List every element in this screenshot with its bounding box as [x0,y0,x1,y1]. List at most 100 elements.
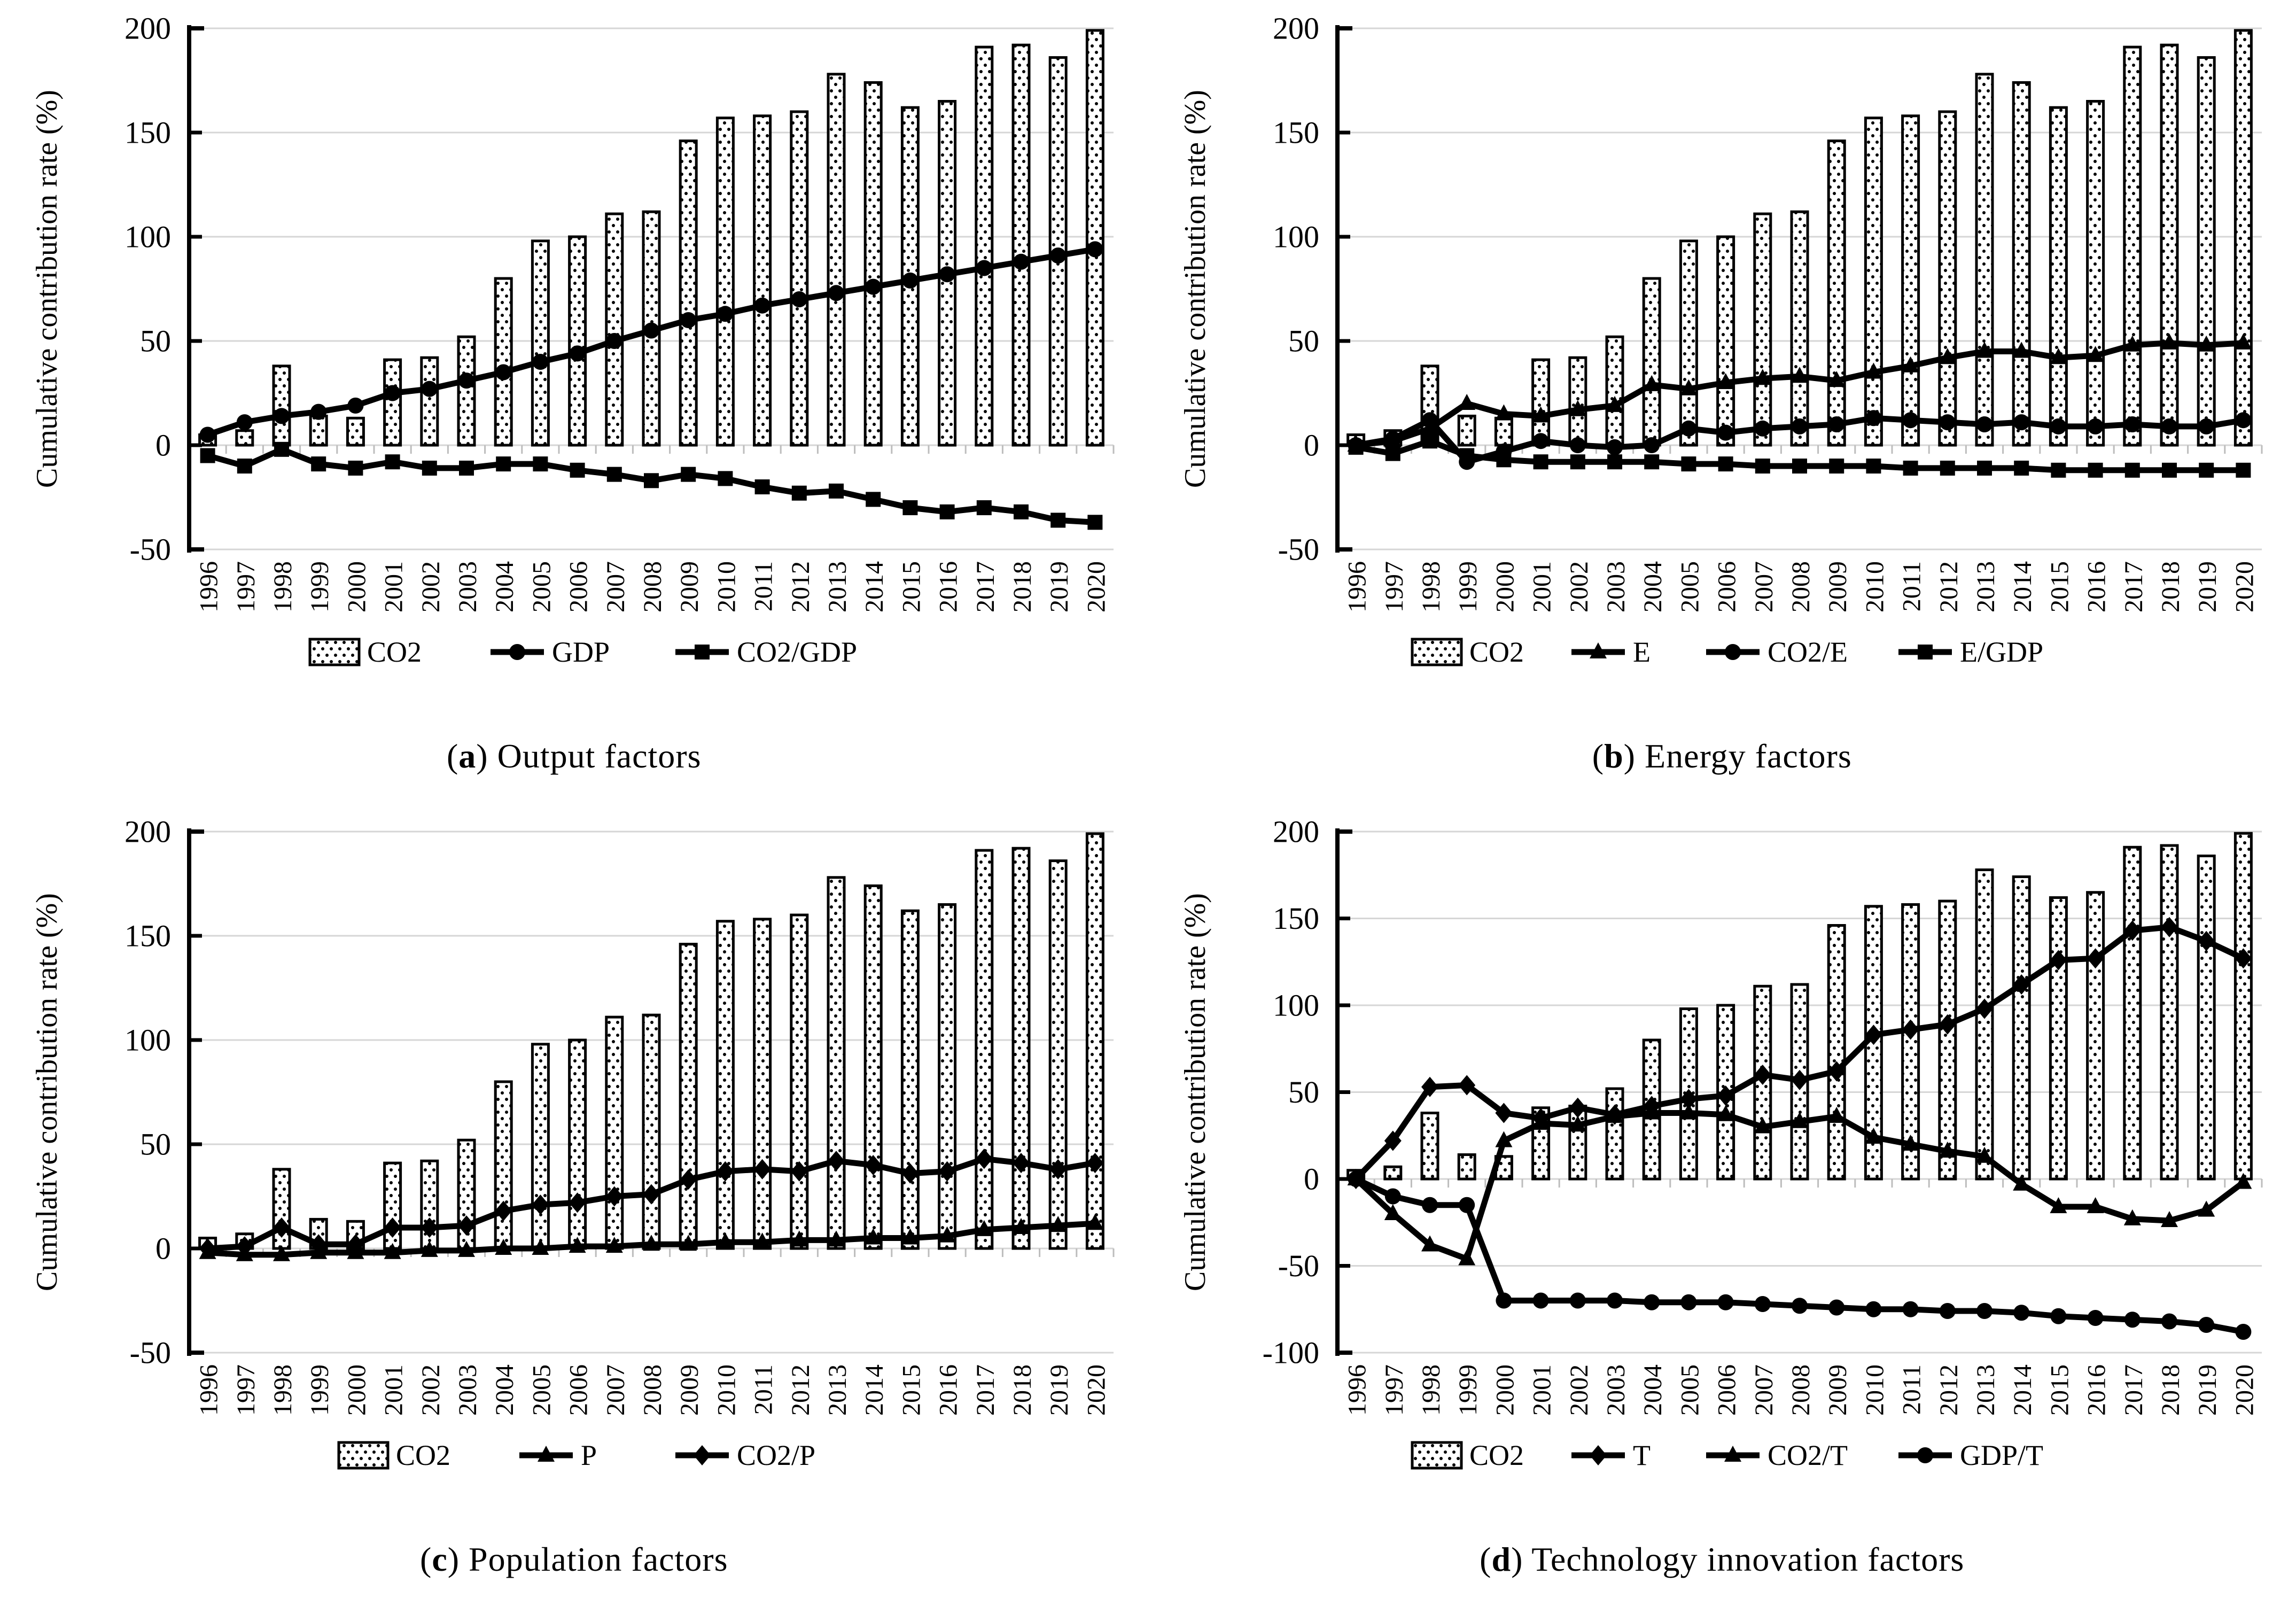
circle-marker [1865,1301,1882,1317]
square-marker [1533,454,1548,470]
panel-cell-d: 200 150 100 50 0 -50 -100 Cumulative contributi… [1148,803,2296,1606]
square-marker [792,485,807,501]
circle-marker [2161,1313,2177,1329]
x-tick-label: 2001 [380,561,408,612]
x-tick-label: 1999 [1454,1364,1482,1416]
y-axis: 200 150 100 50 0 -50 [124,11,205,567]
bar-2011 [1901,114,1920,447]
square-marker [1792,459,1807,474]
x-tick-label: 2011 [1897,561,1926,611]
circle-marker [199,426,216,443]
y-tick-label: 50 [140,1127,171,1161]
triangle-marker [532,1238,549,1255]
chart-output-factors: 200 150 100 50 0 -50 Cumulative contribution r… [30,11,1115,668]
bar-2015 [2049,896,2068,1180]
square-marker [496,456,511,472]
circle-marker [532,354,549,370]
circle-marker [1606,439,1623,455]
x-tick-label: 2008 [639,1364,667,1416]
x-tick-label: 2008 [1787,561,1815,612]
triangle-marker [717,1232,734,1248]
diamond-marker [791,1161,808,1182]
diamond-marker [532,1194,549,1215]
caption-energy-factors: (b) Energy factors [1592,736,1852,776]
square-marker [385,454,400,470]
x-tick-label: 2003 [1602,561,1630,612]
line-series-e [1347,333,2252,452]
legend-bar-swatch [1411,1441,1463,1469]
triangle-marker [569,1236,586,1253]
square-marker [1718,456,1733,472]
x-tick-label: 1999 [306,561,334,612]
circle-marker [237,414,253,431]
legend-item-co2-gdp: CO2/GDP [675,636,857,668]
diamond-marker [938,1161,956,1182]
triangle-marker [1865,362,1882,379]
y-tick-label: 150 [124,918,171,953]
bar-2002 [420,356,439,447]
x-tick-label: 1996 [1343,1364,1371,1416]
circle-marker [1791,1297,1808,1314]
x-tick-label: 1998 [1417,1364,1445,1416]
circle-marker [2161,418,2177,435]
y-tick-label: -50 [1278,532,1319,567]
legend-item-gdp: GDP [491,636,610,668]
x-tick-label: 2006 [1713,561,1741,612]
circle-marker [1865,410,1882,426]
x-tick-label: 2019 [1045,561,1073,612]
legend-label: E [1633,636,1651,668]
bar-2012 [790,110,809,447]
triangle-marker [2235,333,2252,350]
y-tick-label: 150 [1273,115,1319,150]
bar-2019 [1048,859,1068,1250]
circle-marker [1754,420,1771,437]
square-marker [2088,462,2103,478]
circle-marker [1569,437,1586,453]
x-tick-label: 2005 [528,561,556,612]
bar-2004 [494,1080,513,1250]
bar-2011 [753,114,772,447]
triangle-marker [2012,1174,2030,1191]
diamond-marker [1827,1061,1845,1081]
diamond-marker [236,1236,254,1256]
x-tick-label: 2015 [898,561,926,612]
circle-marker [1348,1170,1364,1187]
x-tick-label: 2019 [2193,561,2222,612]
circle-marker [1532,433,1549,449]
caption-population-factors: (c) Population factors [420,1540,728,1579]
line-series-gdp-t [1348,1170,2252,1340]
x-axis-labels: 1996 1997 1998 1999 2000 2001 2002 2003 2004 2005… [1343,561,2259,612]
triangle-marker [976,1220,993,1236]
circle-marker [1680,420,1697,437]
circle-marker [2235,412,2252,429]
triangle-marker [1724,1445,1741,1462]
category-ticks [1336,1178,2263,1188]
square-marker [2198,462,2214,478]
triangle-marker [421,1240,439,1257]
square-marker [681,467,696,482]
caption-technology-innovation-factors: (d) Technology innovation factors [1480,1540,1964,1579]
y-axis: 200 150 100 50 0 -50 [124,814,205,1370]
bar-2003 [1605,335,1624,447]
square-marker [1917,645,1933,660]
line-series-co2-e [1348,410,2252,470]
circle-marker [1791,418,1808,435]
square-marker [2051,462,2066,478]
bar-2005 [531,1042,550,1250]
circle-marker [680,312,697,328]
triangle-marker [2087,1197,2104,1213]
square-marker [2013,460,2029,476]
caption-open: ( [1480,1540,1492,1578]
triangle-marker [680,1234,697,1251]
x-tick-label: 2000 [343,561,371,612]
category-ticks [188,445,1115,454]
bar-2015 [2049,106,2068,447]
y-tick-label: -50 [130,1335,171,1370]
triangle-marker [1589,642,1607,658]
legend: CO2 P CO2/P [337,1439,815,1471]
triangle-marker [1569,400,1586,416]
bar-2001 [383,358,402,447]
bar-1999 [1457,1153,1476,1180]
caption-output-factors: (a) Output factors [447,736,702,776]
diamond-marker [1569,1097,1586,1118]
